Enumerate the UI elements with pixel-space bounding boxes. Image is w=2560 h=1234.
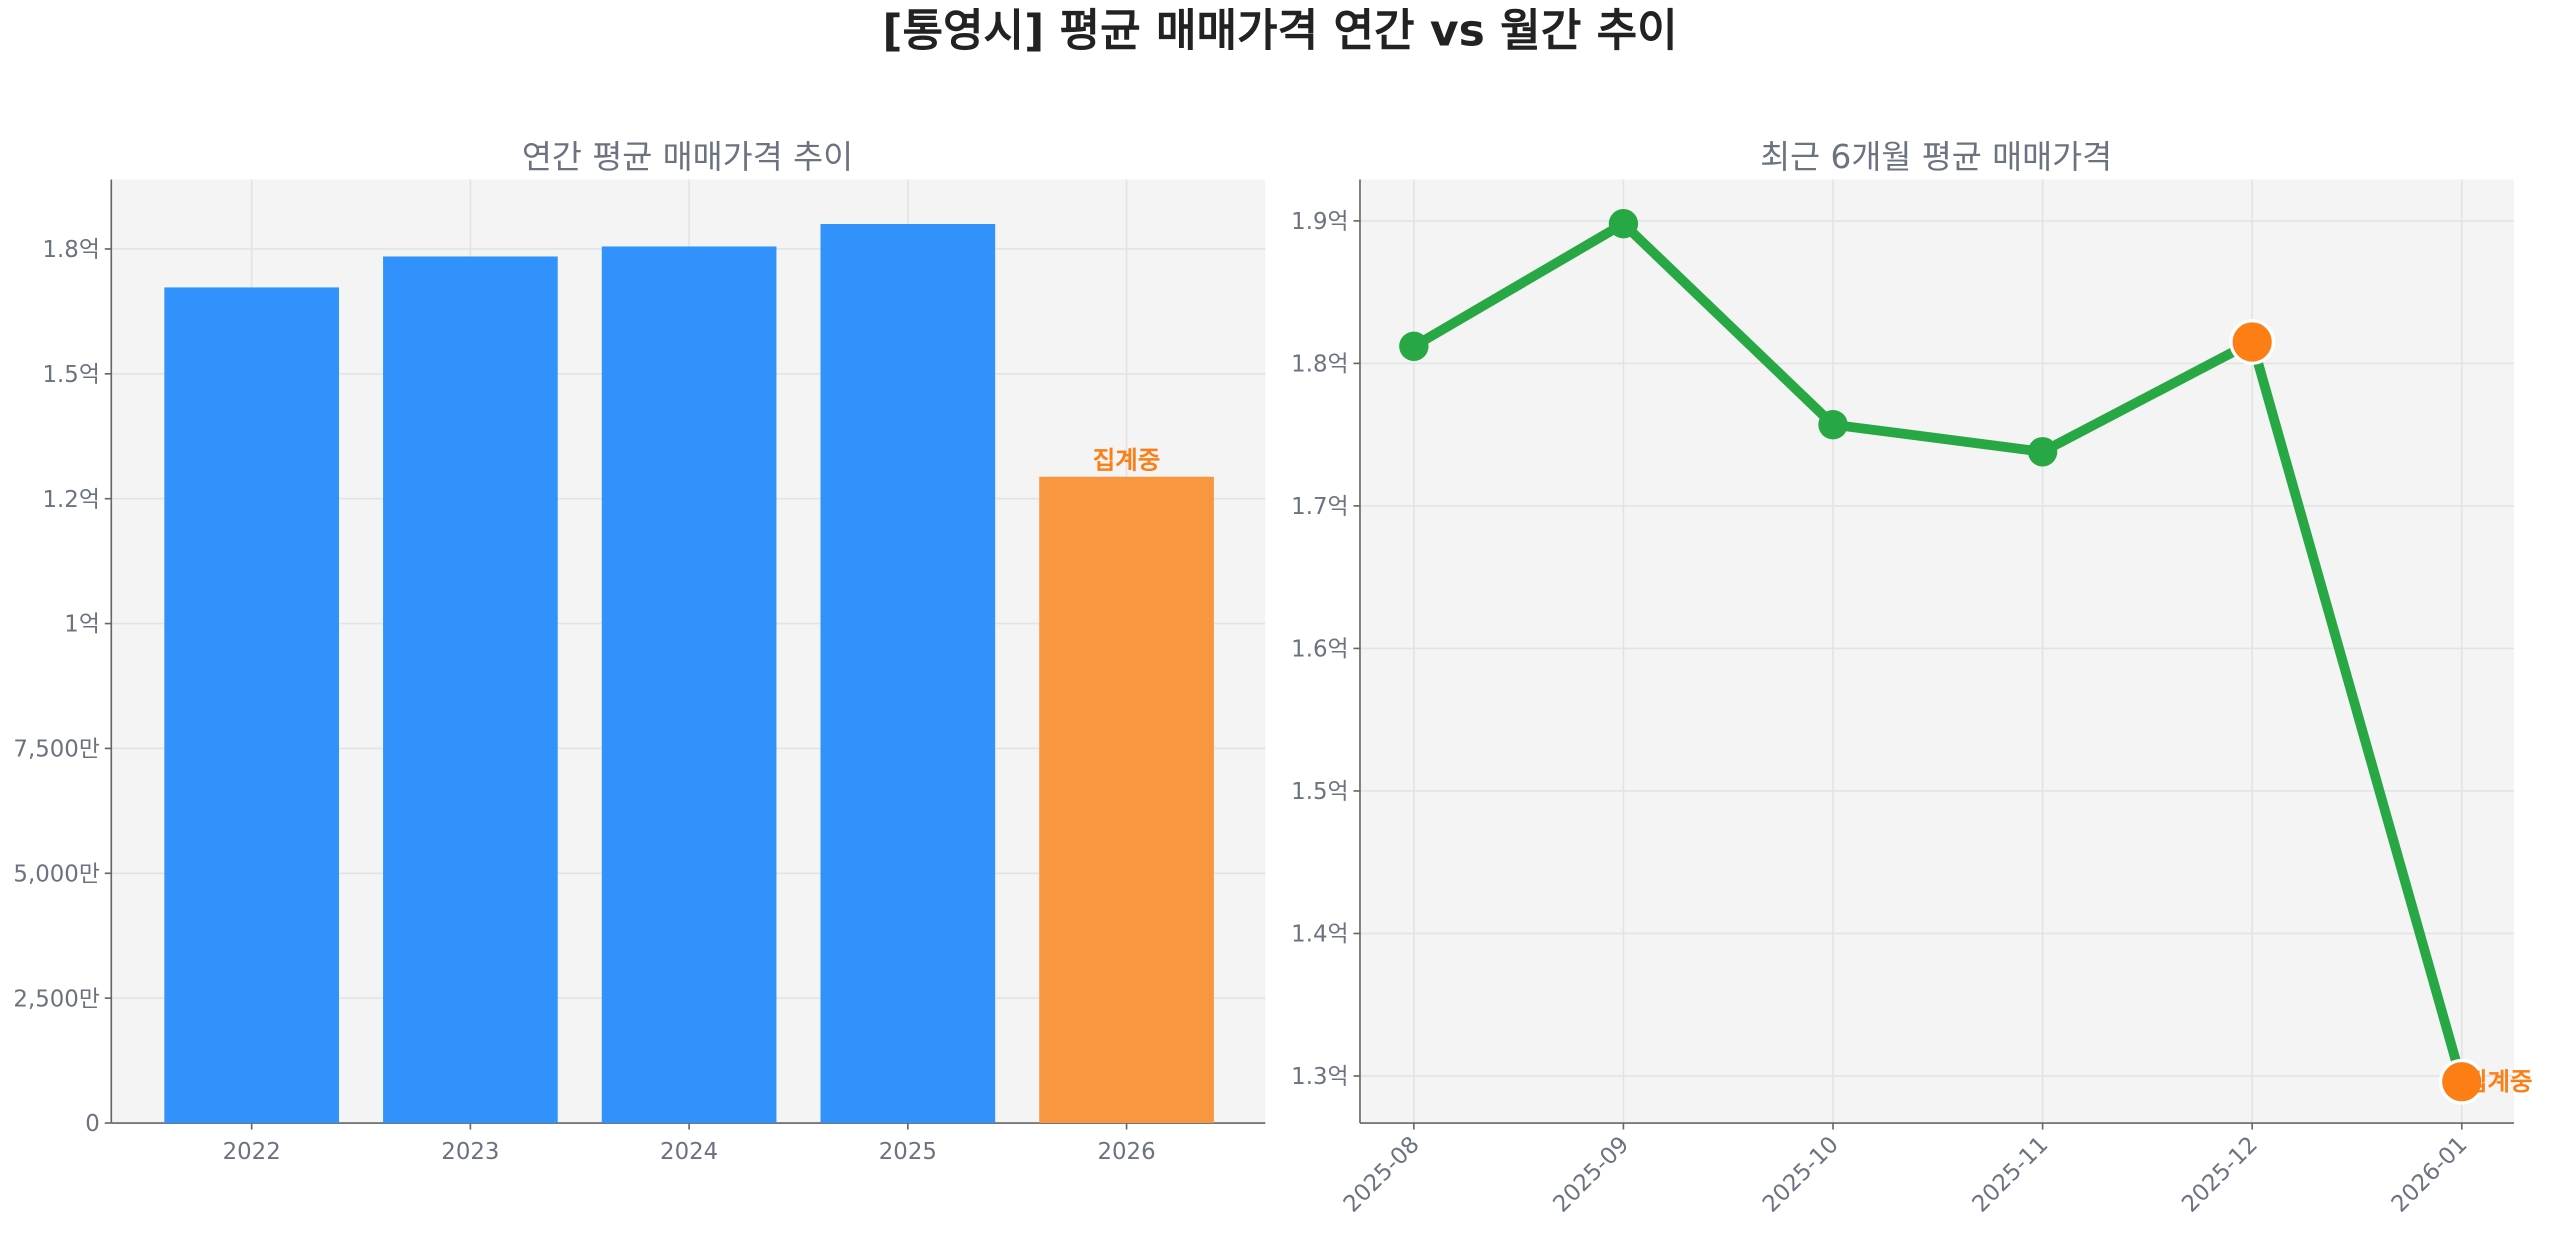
annual-y-tick-label: 1억 [64,612,100,638]
annual-y-tick-label: 1.2억 [43,487,100,513]
monthly-y-tick-label: 1.8억 [1291,352,1348,378]
point-2025-11 [2027,437,2058,467]
monthly-x-tick-label: 2025-08 [1339,1132,1425,1218]
bar-2025 [820,224,996,1124]
monthly-y-tick-label: 1.5억 [1291,779,1348,805]
monthly-x-tick-label: 2025-10 [1758,1132,1844,1218]
monthly-x-tick-label: 2025-11 [1967,1132,2053,1218]
annual-bar-chart: 연간 평균 매매가격 추이 0 2,500만 5,000만 7,500만 1억 1.2억 1… [13,138,1266,1165]
annual-x-tick-label: 2026 [1097,1139,1155,1165]
annual-x-tick-label: 2025 [879,1139,937,1165]
monthly-y-tick-label: 1.3억 [1291,1064,1348,1090]
point-2025-09 [1608,209,1639,239]
annual-x-tick-label: 2023 [441,1139,499,1165]
bar-2022 [164,287,339,1124]
partial-annotation: 집계중 [1093,446,1161,475]
bar-2024 [601,246,777,1124]
monthly-x-tick-label: 2025-09 [1548,1132,1634,1218]
point-2025-12 [2229,319,2276,365]
monthly-plot-area [1359,179,2514,1124]
annual-y-tick-label: 0 [85,1111,100,1137]
monthly-x-tick-label: 2025-12 [2177,1132,2263,1218]
bar-2023 [383,256,558,1124]
figure-title: [통영시] 평균 매매가격 연간 vs 월간 추이 [882,6,1677,57]
annual-y-tick-label: 5,000만 [13,861,99,887]
point-2025-10 [1818,409,1848,440]
annual-y-tick-label: 7,500만 [13,737,99,763]
monthly-y-tick-label: 1.7억 [1291,494,1348,520]
monthly-y-tick-label: 1.4억 [1291,922,1348,948]
partial-annotation: 집계중 [2465,1067,2533,1096]
monthly-price-line [1411,218,2467,1084]
monthly-y-tick-label: 1.6억 [1291,637,1348,663]
point-2025-08 [1399,331,1429,361]
monthly-y-tick-label: 1.9억 [1291,209,1348,235]
point-2026-01 [2438,1058,2485,1105]
annual-y-tick-label: 1.5억 [43,362,100,388]
annual-x-tick-label: 2024 [660,1139,718,1165]
monthly-x-tick-label: 2026-01 [2387,1132,2473,1218]
bar-2026 [1039,476,1214,1124]
monthly-chart-title: 최근 6개월 평균 매매가격 [1760,138,2112,176]
monthly-line-chart: 최근 6개월 평균 매매가격 1.3억 1.4억 1.5억 1.6억 1.7억 1.8억 1… [1291,138,2532,1217]
annual-x-tick-label: 2022 [223,1139,281,1165]
annual-chart-title: 연간 평균 매매가격 추이 [522,138,853,176]
annual-y-tick-label: 1.8억 [43,237,100,263]
annual-y-tick-label: 2,500만 [13,986,99,1012]
